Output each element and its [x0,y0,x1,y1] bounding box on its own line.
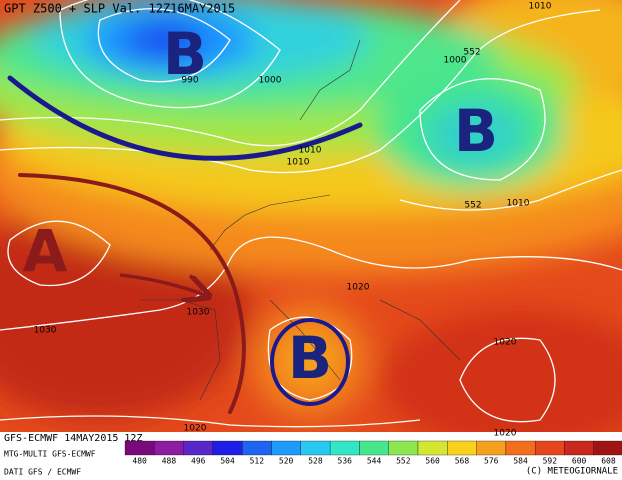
contour-label: 1020 [494,429,517,439]
run-info: GFS-ECMWF 14MAY2015 12Z [4,433,142,444]
legend-cell [505,440,536,456]
legend-cell [564,440,594,456]
legend-tick-label: 480 [132,457,147,466]
legend-tick-label: 496 [191,457,206,466]
legend-tick-label: 576 [484,457,499,466]
legend-cell [212,440,243,456]
pressure-system: B [454,97,498,165]
legend-cell [417,440,448,456]
legend-tick-label: 584 [513,457,528,466]
model-info: MTG-MULTI GFS-ECMWF [4,450,96,459]
legend-tick-label: 600 [572,457,587,466]
legend-cell [447,440,477,456]
legend-tick-label: 488 [162,457,177,466]
pressure-system: B [163,20,207,88]
contour-label: 990 [181,76,198,86]
legend-cell [124,440,155,456]
legend-cell [535,440,565,456]
contour-label: 552 [464,201,481,211]
pressure-system: A [23,217,68,285]
legend-cell [476,440,507,456]
contour-label: 1030 [34,326,57,336]
legend-tick-label: 568 [455,457,470,466]
contour-label: 1010 [507,199,530,209]
map-title: GPT Z500 + SLP Val. 12Z16MAY2015 [4,2,235,16]
source-info: DATI GFS / ECMWF [4,468,81,477]
legend-cell [388,440,419,456]
contour-label: 1020 [184,424,207,434]
legend-cell [359,440,389,456]
contour-label: 1020 [494,338,517,348]
legend-cell [271,440,301,456]
contour-label: 1020 [347,283,370,293]
legend-tick-label: 560 [425,457,440,466]
legend-cell [300,440,331,456]
contour-label: 1010 [529,2,552,12]
field [0,0,622,432]
legend-cell [154,440,184,456]
legend-tick-label: 608 [601,457,616,466]
legend-cell [183,440,214,456]
legend-tick-label: 528 [308,457,323,466]
legend-cell [329,440,360,456]
pressure-system: B [288,324,332,392]
legend-tick-label: 544 [367,457,382,466]
contour-label: 1000 [259,76,282,86]
legend-tick-label: 592 [543,457,558,466]
legend-tick-label: 552 [396,457,411,466]
legend-tick-label: 536 [338,457,353,466]
copyright: (C) METEOGIORNALE [526,467,618,477]
contour-label: 552 [463,48,480,58]
contour-label: 1010 [299,146,322,156]
legend-cell [242,440,272,456]
contour-label: 1000 [444,56,467,66]
legend-tick-label: 504 [220,457,235,466]
legend-cell [593,440,622,456]
contour-label: 1010 [287,158,310,168]
legend-tick-label: 520 [279,457,294,466]
legend-tick-label: 512 [250,457,265,466]
contour-label: 1030 [187,308,210,318]
